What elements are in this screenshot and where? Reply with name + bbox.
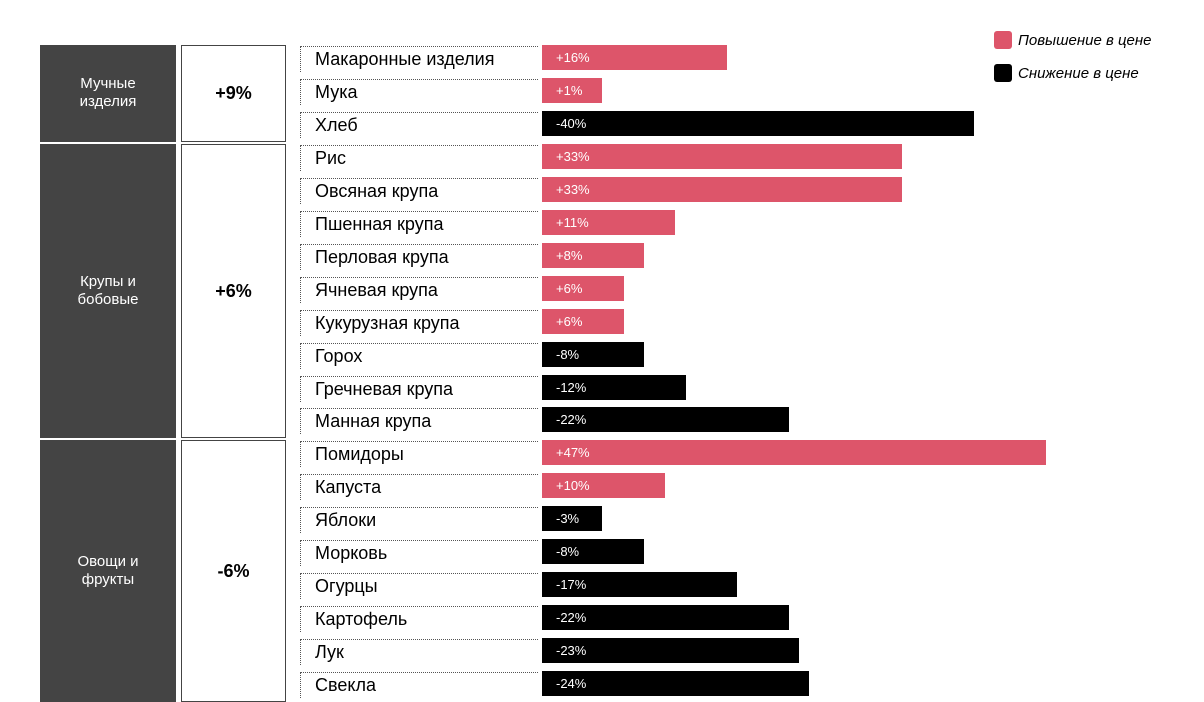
item-label: Макаронные изделия — [300, 46, 538, 72]
bar-decrease: -22% — [542, 605, 789, 631]
bar-decrease: -40% — [542, 110, 974, 136]
item-label: Гречневая крупа — [300, 375, 538, 402]
item-label: Манная крупа — [300, 408, 538, 435]
group-name-box: Мучные изделия — [40, 45, 176, 142]
item-label: Овсяная крупа — [300, 177, 538, 204]
bar-increase: +16% — [542, 45, 727, 70]
item-label: Горох — [300, 342, 538, 369]
item-label: Огурцы — [300, 573, 538, 600]
item-label: Пшенная крупа — [300, 210, 538, 237]
group-name-box: Овощи и фрукты — [40, 440, 176, 702]
group-name-box: Крупы и бобовые — [40, 143, 176, 439]
item-label: Лук — [300, 639, 538, 666]
bar-increase: +6% — [542, 308, 624, 334]
legend-label: Повышение в цене — [1018, 31, 1152, 49]
bar-decrease: -24% — [542, 671, 810, 697]
group-change-box: -6% — [181, 440, 286, 702]
item-label: Ячневая крупа — [300, 276, 538, 303]
bar-decrease: -3% — [542, 506, 602, 532]
bar-decrease: -23% — [542, 638, 799, 664]
bar-decrease: -8% — [542, 341, 645, 367]
item-label: Яблоки — [300, 507, 538, 534]
bar-increase: +8% — [542, 242, 645, 268]
legend-swatch — [994, 31, 1012, 49]
item-label: Мука — [300, 78, 538, 105]
item-label: Перловая крупа — [300, 243, 538, 270]
bar-increase: +47% — [542, 440, 1047, 466]
item-label: Рис — [300, 144, 538, 171]
legend-item: Снижение в цене — [994, 64, 1139, 82]
bar-increase: +33% — [542, 143, 902, 169]
item-label: Морковь — [300, 540, 538, 567]
group-change-box: +9% — [181, 45, 286, 142]
item-label: Помидоры — [300, 441, 538, 468]
bar-increase: +6% — [542, 275, 624, 301]
legend-item: Повышение в цене — [994, 31, 1152, 49]
bar-decrease: -8% — [542, 539, 645, 565]
item-label: Кукурузная крупа — [300, 309, 538, 336]
item-label: Хлеб — [300, 111, 538, 138]
item-label: Капуста — [300, 474, 538, 501]
group-change-box: +6% — [181, 143, 286, 439]
bar-increase: +1% — [542, 77, 602, 103]
bar-increase: +10% — [542, 473, 665, 499]
bar-increase: +11% — [542, 209, 676, 235]
legend-label: Снижение в цене — [1018, 64, 1139, 82]
bar-decrease: -22% — [542, 407, 789, 433]
item-label: Свекла — [300, 672, 538, 699]
legend-swatch — [994, 64, 1012, 82]
bar-decrease: -12% — [542, 374, 686, 400]
bar-decrease: -17% — [542, 572, 738, 598]
item-label: Картофель — [300, 606, 538, 633]
bar-increase: +33% — [542, 176, 902, 202]
